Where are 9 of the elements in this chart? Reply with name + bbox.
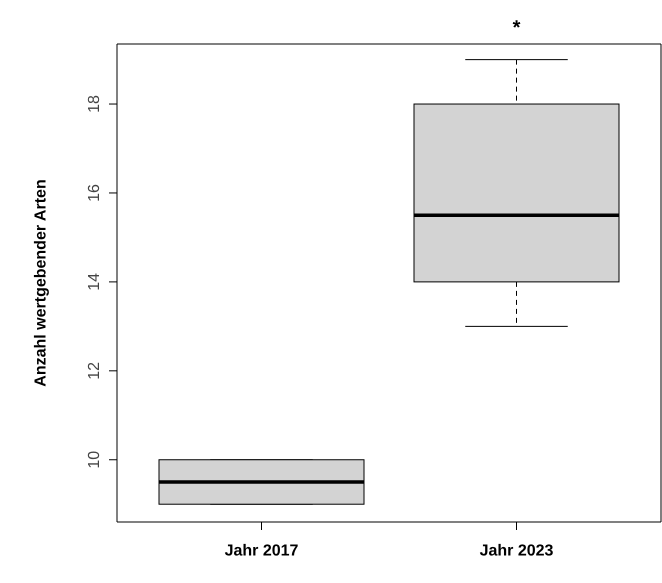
y-tick-label: 18 [86,95,103,113]
y-tick-label: 16 [86,184,103,202]
y-tick-label: 12 [86,362,103,380]
x-tick-label: Jahr 2017 [224,542,299,560]
text: * [512,17,521,39]
y-tick-label: 10 [86,450,103,469]
y-tick-label: 14 [86,272,103,291]
y-axis-title: Anzahl wertgebender Arten [32,179,50,387]
x-tick-label: Jahr 2023 [480,542,554,560]
